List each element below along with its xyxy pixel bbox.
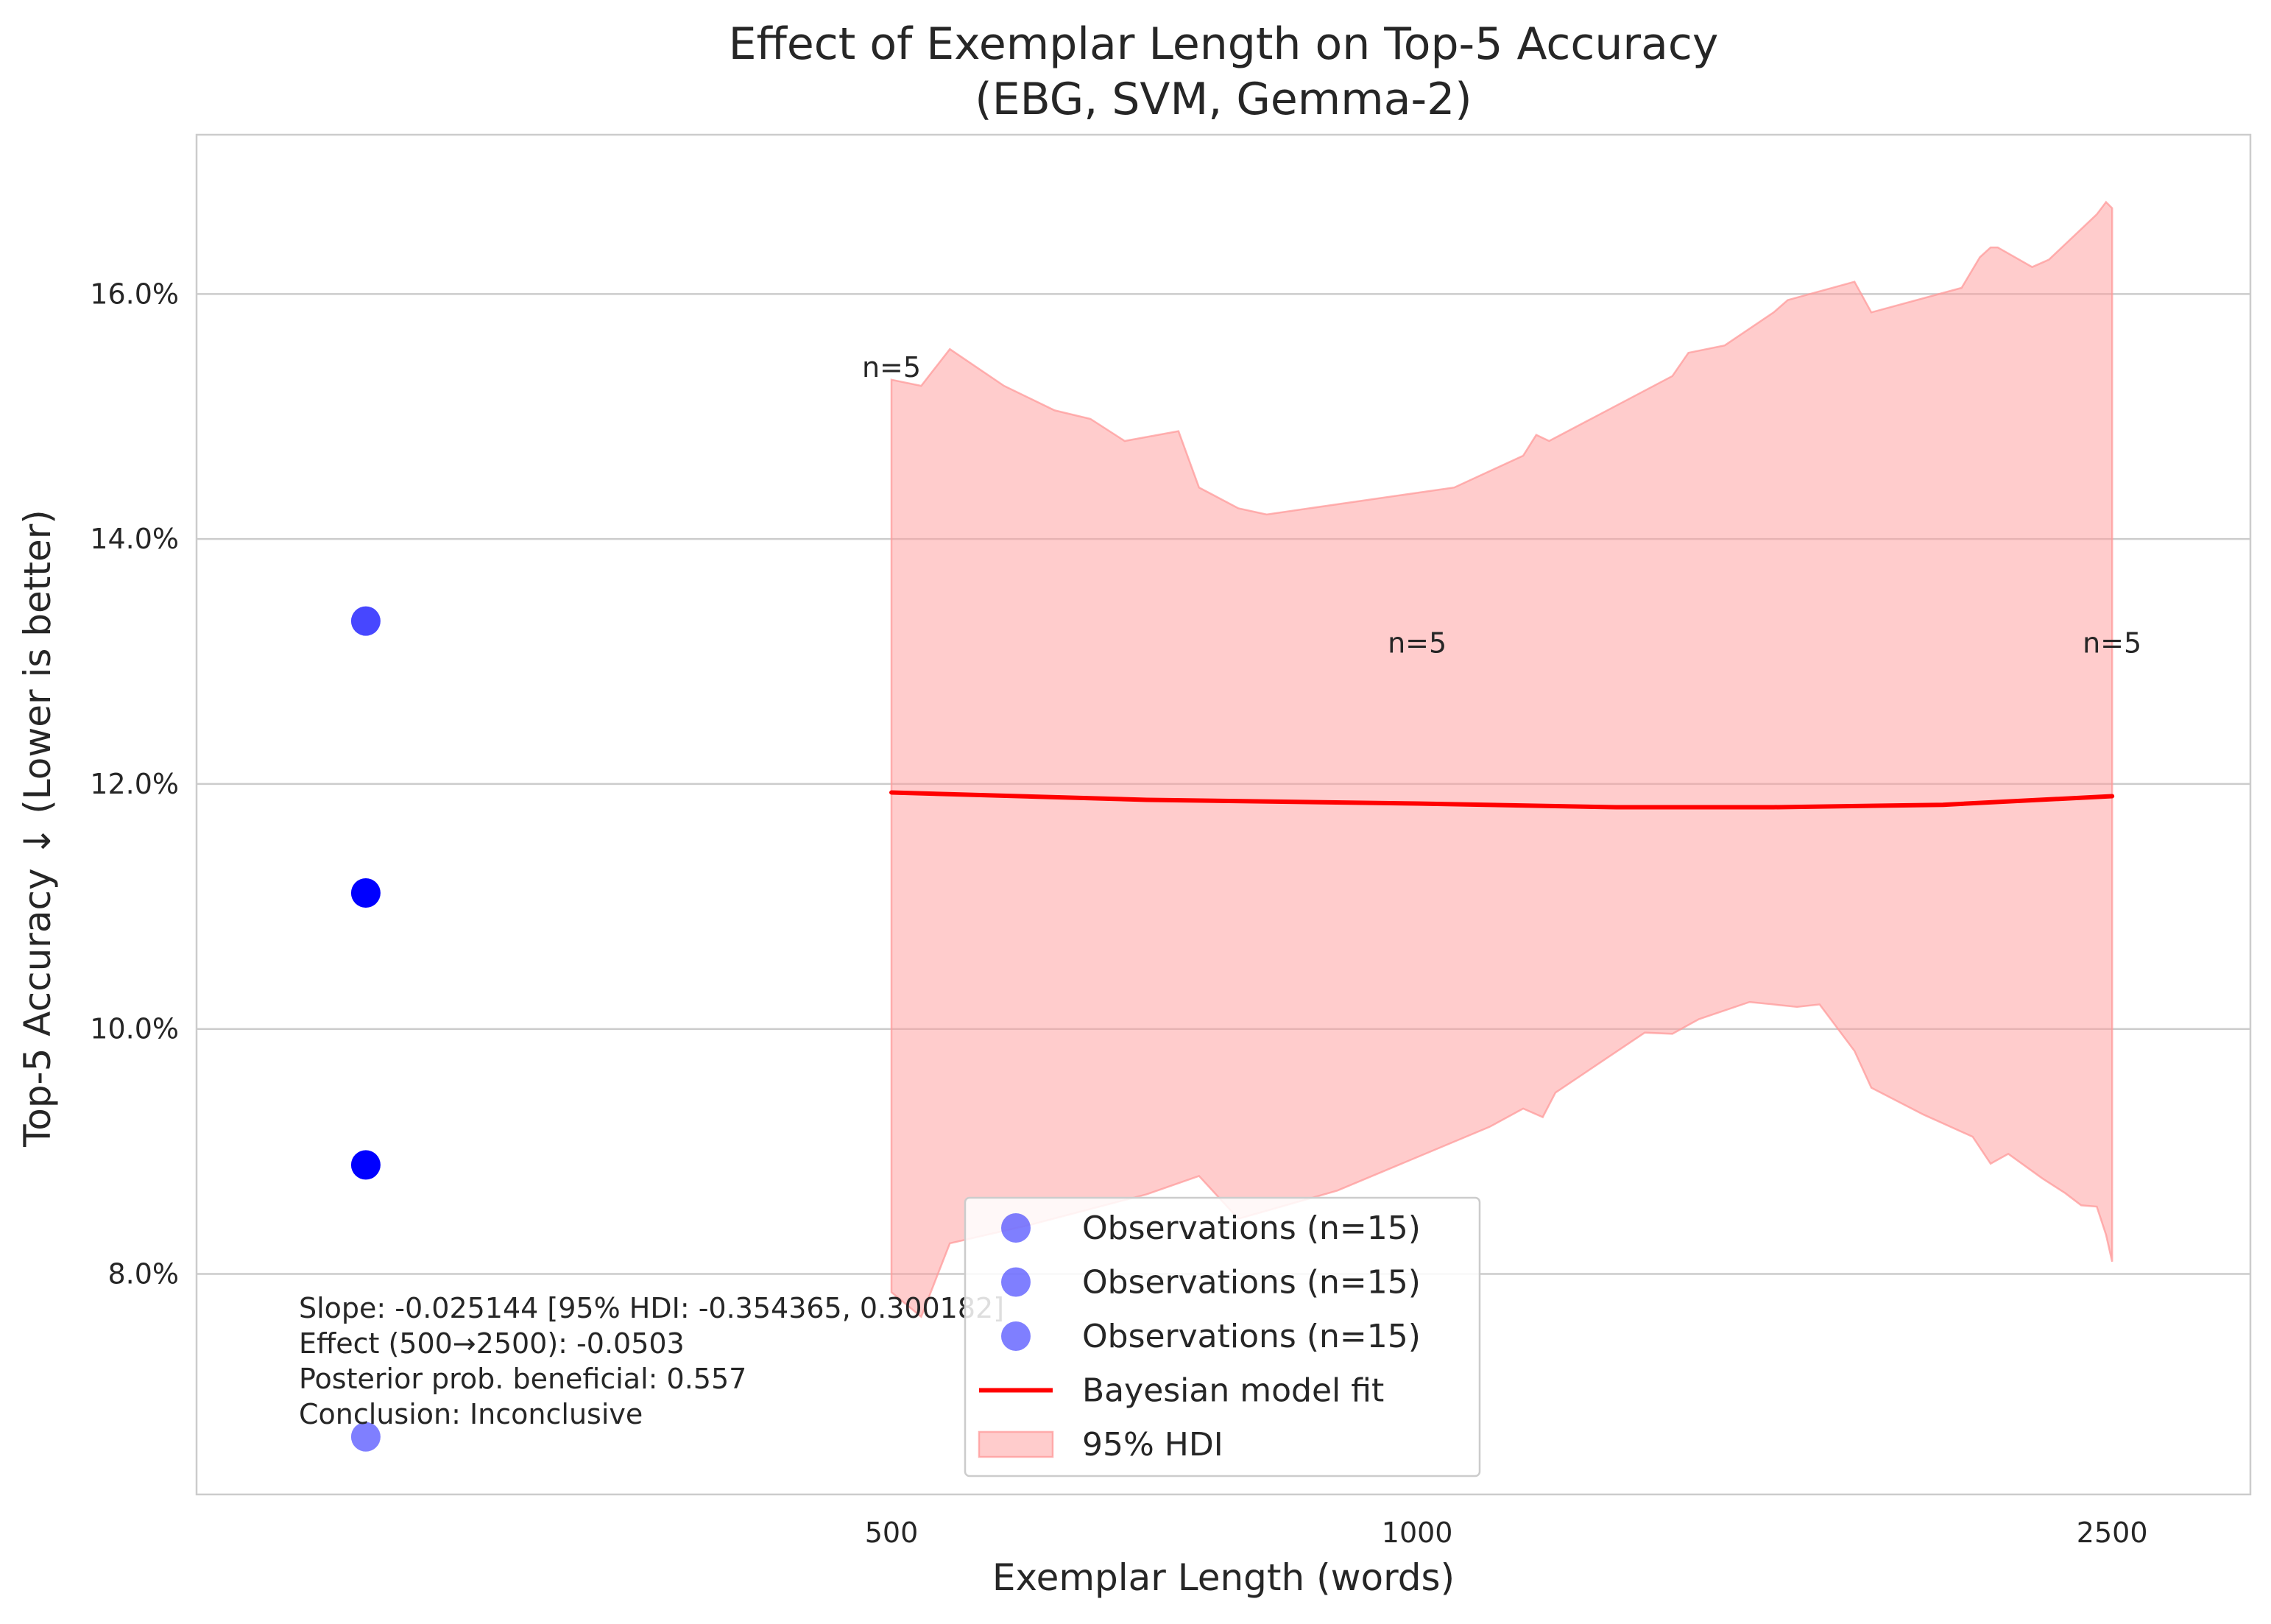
observation-points [350, 606, 381, 1452]
fit-line [889, 790, 2115, 810]
y-tick-label: 14.0% [90, 523, 179, 555]
y-axis-ticks: 8.0% 10.0% 12.0% 14.0% 16.0% [90, 278, 179, 1290]
legend-label: 95% HDI [1082, 1426, 1223, 1464]
x-tick-label: 2500 [2077, 1517, 2148, 1549]
y-tick-label: 16.0% [90, 278, 179, 310]
observation-point [350, 878, 381, 908]
y-tick-label: 10.0% [90, 1013, 179, 1045]
observation-point [350, 1150, 381, 1180]
fit-line-layer [889, 790, 2115, 810]
sample-size-annotation: n=5 [1388, 627, 1447, 660]
legend-marker [1001, 1213, 1031, 1243]
stats-line: Effect (500→2500): -0.0503 [299, 1327, 685, 1360]
legend-marker [1001, 1267, 1031, 1297]
hdi-band-layer [890, 200, 2113, 1318]
chart-subtitle: (EBG, SVM, Gemma-2) [975, 74, 1472, 125]
observation-point [350, 1422, 381, 1452]
x-tick-label: 1000 [1382, 1517, 1453, 1549]
x-axis-ticks: 500 1000 2500 [865, 1517, 2148, 1549]
legend-label: Bayesian model fit [1082, 1372, 1384, 1410]
annotations: n=5 n=5 n=5 [862, 351, 2141, 659]
chart-title: Effect of Exemplar Length on Top-5 Accur… [729, 18, 1719, 70]
y-tick-label: 8.0% [107, 1257, 179, 1290]
stats-line: Slope: -0.025144 [95% HDI: -0.354365, 0.… [299, 1292, 1004, 1324]
stats-box: Slope: -0.025144 [95% HDI: -0.354365, 0.… [299, 1292, 1004, 1430]
stats-line: Conclusion: Inconclusive [299, 1398, 643, 1430]
legend-label: Observations (n=15) [1082, 1318, 1421, 1355]
hdi-band [890, 200, 2113, 1318]
legend-label: Observations (n=15) [1082, 1264, 1421, 1302]
x-axis-label: Exemplar Length (words) [992, 1556, 1455, 1599]
sample-size-annotation: n=5 [2083, 627, 2141, 660]
y-axis-label: Top-5 Accuracy ↓ (Lower is better) [16, 509, 59, 1148]
legend-patch [978, 1430, 1054, 1458]
legend-marker [1001, 1321, 1031, 1351]
legend-label: Observations (n=15) [1082, 1210, 1421, 1247]
legend-frame [964, 1196, 1481, 1478]
x-tick-label: 500 [865, 1517, 919, 1549]
plot-frame [195, 133, 2252, 1496]
observation-point [350, 606, 381, 636]
stats-line: Posterior prob. beneficial: 0.557 [299, 1363, 746, 1395]
sample-size-annotation: n=5 [862, 351, 921, 384]
y-tick-label: 12.0% [90, 768, 179, 800]
legend: Observations (n=15) Observations (n=15) Ob… [964, 1196, 1481, 1478]
